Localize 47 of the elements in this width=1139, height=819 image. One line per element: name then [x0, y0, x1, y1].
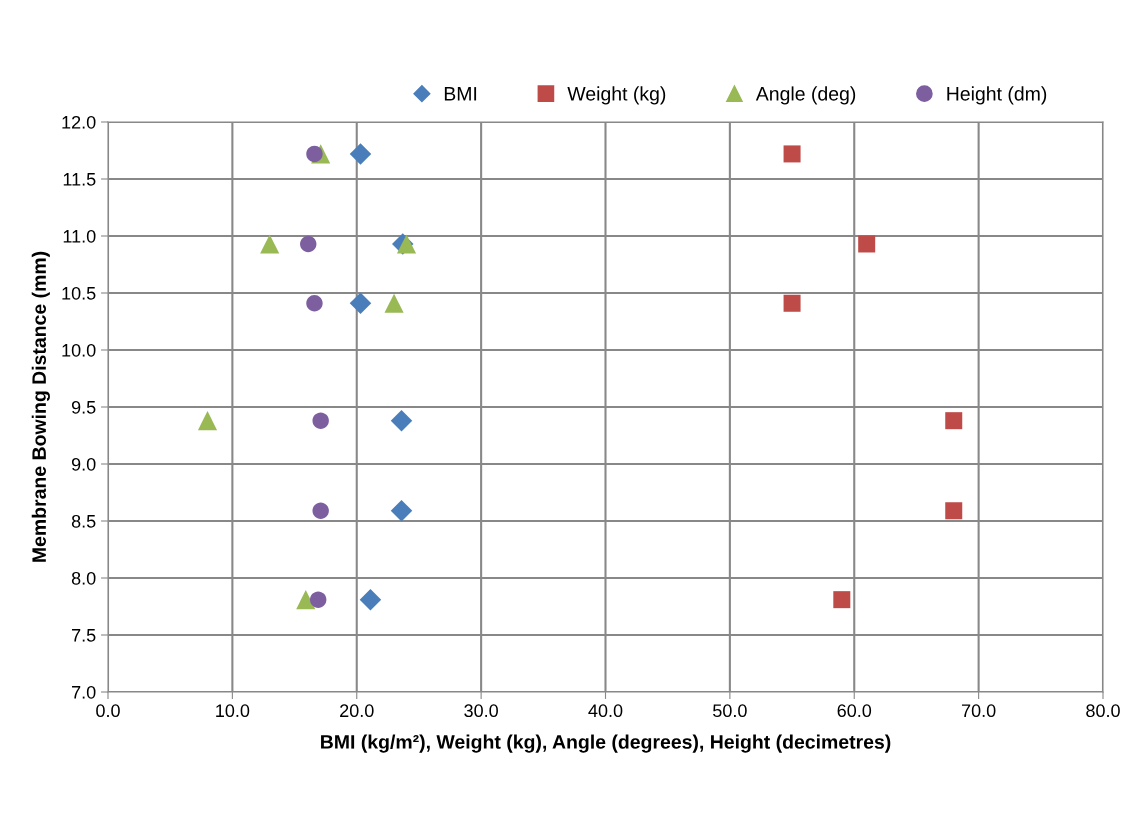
x-tick-label: 30.0 [464, 704, 498, 718]
y-tick-label: 10.5 [62, 286, 96, 300]
y-tick-label: 10.0 [62, 343, 96, 357]
point [309, 591, 327, 608]
x-tick-label: 0.0 [96, 704, 120, 718]
y-tick-label: 12.0 [62, 115, 96, 129]
y-tick-label: 11.5 [63, 173, 96, 186]
y-tick-label: 8.5 [71, 514, 96, 528]
point [945, 412, 963, 430]
legend-label: Weight (kg) [567, 86, 666, 105]
point [945, 502, 963, 520]
point [296, 590, 316, 610]
x-tick-label: 50.0 [713, 704, 747, 718]
x-axis-title: BMI (kg/m²), Weight (kg), Angle (degrees), Height (decimetres) [321, 734, 891, 753]
point [390, 409, 413, 432]
point [384, 293, 404, 313]
point [312, 502, 329, 519]
point [359, 588, 382, 611]
point [349, 292, 372, 315]
point [312, 412, 329, 429]
point [858, 235, 876, 253]
x-tick-label: 10.0 [216, 704, 250, 718]
legend-label: Angle (deg) [755, 86, 856, 105]
y-tick-label: 9.0 [71, 457, 96, 471]
point [197, 411, 218, 431]
x-tick-label: 70.0 [961, 704, 996, 718]
legend-label: Height (dm) [947, 86, 1047, 105]
legend-label: BMI [444, 87, 477, 101]
y-tick-label: 7.0 [72, 685, 96, 699]
point [833, 591, 851, 609]
point [349, 143, 372, 165]
y-tick-label: 7.5 [72, 629, 96, 642]
x-tick-label: 80.0 [1086, 704, 1120, 718]
x-tick-label: 60.0 [837, 704, 872, 718]
point [260, 234, 280, 254]
y-tick-label: 8.0 [71, 571, 96, 585]
y-tick-label: 9.5 [71, 400, 96, 414]
point [390, 499, 413, 522]
point [783, 294, 801, 312]
point [306, 295, 323, 312]
point [783, 145, 801, 163]
point [300, 235, 317, 253]
y-axis-title: Membrane Bowing Distance (mm) [31, 251, 50, 562]
y-tick-label: 11.0 [63, 229, 96, 243]
x-tick-label: 40.0 [588, 704, 623, 718]
point [306, 145, 323, 163]
x-tick-label: 20.0 [340, 704, 374, 718]
